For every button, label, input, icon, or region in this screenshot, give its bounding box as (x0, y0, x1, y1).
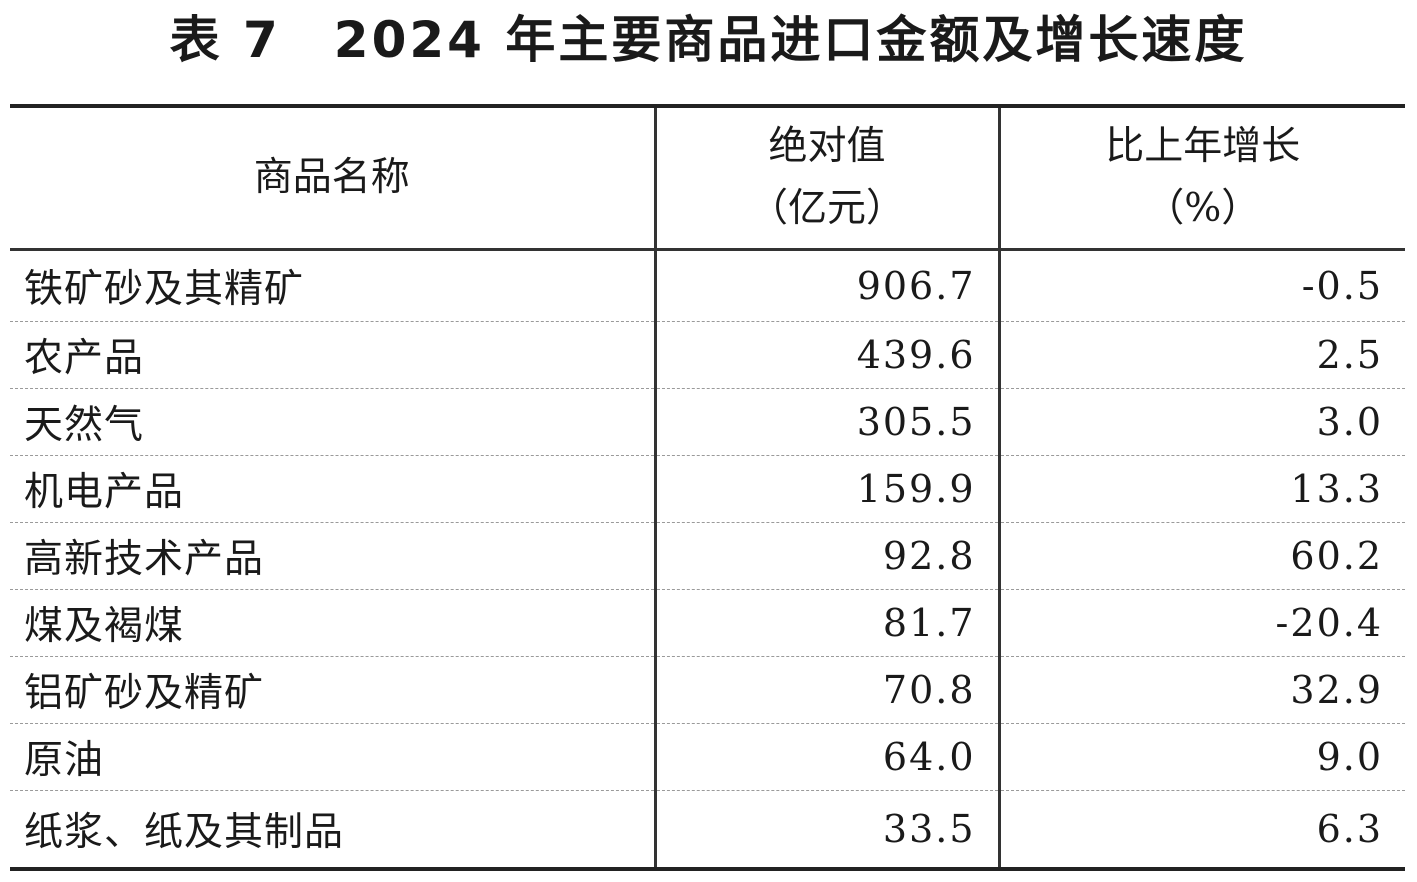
commodity-name: 铝矿砂及精矿 (10, 656, 655, 724)
growth-rate: 2.5 (997, 321, 1405, 389)
import-value: 33.5 (653, 790, 999, 869)
commodity-name: 纸浆、纸及其制品 (24, 810, 345, 855)
commodity-name: 煤及褐煤 (10, 589, 655, 657)
growth-rate: -0.5 (997, 249, 1405, 322)
growth-rate: -20.4 (997, 589, 1405, 657)
header-name: 商品名称 (10, 106, 655, 251)
header-growth: 比上年增长 （%） (997, 106, 1405, 251)
commodity-name: 高新技术产品 (10, 522, 655, 590)
table-header-row: 商品名称 绝对值 （亿元） 比上年增长 （%） (10, 106, 1405, 251)
growth-rate: 32.9 (997, 656, 1405, 724)
growth-rate: 3.0 (997, 388, 1405, 456)
table-row: 纸浆、纸及其制品 33.5 6.3 (10, 790, 1405, 869)
import-value: 70.8 (653, 656, 999, 724)
import-table: 商品名称 绝对值 （亿元） 比上年增长 （%） 铁矿砂及其精矿 906.7 -0… (10, 104, 1405, 871)
growth-rate: 60.2 (997, 522, 1405, 590)
table-row: 原油 64.0 9.0 (10, 723, 1405, 791)
table-row: 高新技术产品 92.8 60.2 (10, 522, 1405, 590)
commodity-name: 机电产品 (10, 455, 655, 523)
table-row: 煤及褐煤 81.7 -20.4 (10, 589, 1405, 657)
commodity-name: 农产品 (10, 321, 655, 389)
import-value: 906.7 (653, 249, 999, 322)
table-row: 机电产品 159.9 13.3 (10, 455, 1405, 523)
import-value: 305.5 (653, 388, 999, 456)
table-row: 农产品 439.6 2.5 (10, 321, 1405, 389)
table-row: 铁矿砂及其精矿 906.7 -0.5 (10, 249, 1405, 322)
import-value: 159.9 (653, 455, 999, 523)
table-row: 天然气 305.5 3.0 (10, 388, 1405, 456)
growth-rate: 6.3 (997, 790, 1405, 869)
header-growth-label: 比上年增长 (1105, 124, 1301, 169)
header-value: 绝对值 （亿元） (653, 106, 999, 251)
commodity-name: 铁矿砂及其精矿 (10, 249, 655, 322)
commodity-name: 原油 (10, 723, 655, 791)
page-title: 表 7 2024 年主要商品进口金额及增长速度 (169, 11, 1248, 69)
import-value: 81.7 (653, 589, 999, 657)
header-growth-unit: （%） (1145, 186, 1261, 231)
import-value: 64.0 (653, 723, 999, 791)
table-row: 铝矿砂及精矿 70.8 32.9 (10, 656, 1405, 724)
header-value-label: 绝对值 (768, 124, 886, 169)
growth-rate: 13.3 (997, 455, 1405, 523)
header-name-label: 商品名称 (253, 155, 410, 200)
growth-rate: 9.0 (997, 723, 1405, 791)
commodity-name: 天然气 (10, 388, 655, 456)
import-value: 92.8 (653, 522, 999, 590)
import-value: 439.6 (653, 321, 999, 389)
header-value-unit: （亿元） (748, 186, 905, 231)
